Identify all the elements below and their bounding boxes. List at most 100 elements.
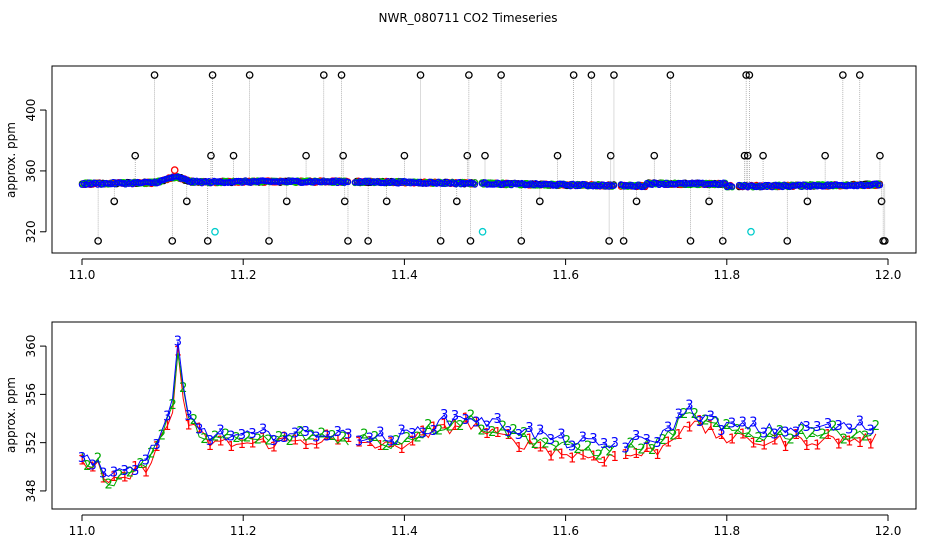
- bottom-series-marker: 3: [344, 427, 352, 442]
- bottom-series-marker: 1: [685, 420, 693, 435]
- bottom-x-tick-label: 11.6: [552, 524, 579, 538]
- bottom-series-marker: 2: [275, 430, 283, 445]
- top-x-tick-label: 11.2: [230, 268, 257, 282]
- top-data-point: [471, 181, 479, 188]
- bottom-series-marker: 3: [643, 433, 651, 448]
- top-data-point: [242, 177, 249, 184]
- top-spike-point: [517, 237, 526, 245]
- bottom-series-marker: 3: [248, 427, 256, 442]
- bottom-series-marker: 3: [824, 417, 832, 432]
- bottom-series-marker: 3: [611, 436, 619, 451]
- bottom-y-tick-label: 352: [24, 431, 38, 454]
- bottom-series-marker: 2: [584, 439, 592, 454]
- bottom-series-marker: 1: [675, 428, 683, 443]
- bottom-series-marker: 1: [653, 448, 661, 463]
- bottom-series-marker: 3: [803, 420, 811, 435]
- bottom-series-marker: 1: [238, 437, 246, 452]
- top-spike-point: [821, 151, 829, 160]
- bottom-series-marker: 3: [387, 434, 395, 449]
- bottom-series-marker: 3: [291, 427, 299, 442]
- bottom-series-marker: 2: [424, 418, 432, 433]
- top-cyan-point: [747, 227, 755, 236]
- top-data-point: [390, 178, 397, 185]
- top-data-point: [122, 181, 129, 188]
- bottom-series-marker: 1: [845, 435, 853, 450]
- bottom-series-marker: 3: [632, 429, 640, 444]
- bottom-series-marker: 3: [834, 419, 842, 434]
- top-spike-point: [587, 71, 596, 79]
- bottom-series-marker: 1: [739, 428, 747, 443]
- bottom-series-marker: 3: [685, 399, 693, 414]
- top-plot-frame: [51, 65, 917, 254]
- bottom-series-marker: 1: [600, 456, 608, 471]
- bottom-series-marker: 3: [280, 431, 288, 446]
- bottom-series-marker: 3: [461, 413, 469, 428]
- top-spike-point: [400, 151, 409, 160]
- bottom-series-marker: 1: [120, 470, 128, 485]
- bottom-series-marker: 3: [760, 427, 768, 442]
- top-outlier-point: [170, 166, 179, 175]
- bottom-series-marker: 3: [621, 441, 629, 456]
- bottom-series-marker: 2: [243, 431, 251, 446]
- bottom-series-marker: 3: [557, 427, 565, 442]
- bottom-series-marker: 1: [568, 451, 576, 466]
- top-spike-point: [666, 71, 675, 79]
- bottom-series-marker: 3: [302, 425, 310, 440]
- top-spike-point: [245, 71, 254, 79]
- bottom-series-marker: 3: [504, 425, 512, 440]
- bottom-series-marker: 3: [195, 422, 203, 437]
- top-data-point: [729, 183, 736, 190]
- bottom-plot-frame: [51, 321, 917, 510]
- bottom-series-marker: 3: [398, 423, 406, 438]
- top-y-tick-label: 320: [24, 220, 38, 243]
- bottom-series-marker: 2: [307, 429, 315, 444]
- top-spike-point: [465, 71, 473, 79]
- top-x-tick-label: 11.8: [713, 268, 740, 282]
- bottom-series-marker: 1: [664, 436, 672, 451]
- bottom-series-marker: 1: [302, 438, 310, 453]
- top-spike-point: [203, 237, 212, 245]
- bottom-series-marker: 1: [430, 420, 438, 435]
- bottom-series-marker: 2: [264, 434, 272, 449]
- bottom-series-marker: 3: [408, 427, 416, 442]
- bottom-series-marker: 2: [477, 423, 485, 438]
- bottom-series-marker: 3: [334, 425, 342, 440]
- bottom-series-marker: 3: [227, 430, 235, 445]
- bottom-series-marker: 1: [771, 434, 779, 449]
- bottom-series-marker: 2: [488, 425, 496, 440]
- bottom-series-marker: 3: [845, 422, 853, 437]
- top-data-point: [344, 178, 352, 186]
- top-spike-point: [855, 71, 864, 79]
- bottom-series-marker: 1: [184, 418, 192, 433]
- bottom-series-marker: 3: [707, 409, 715, 424]
- bottom-series-marker: 3: [653, 436, 661, 451]
- bottom-series-marker: 2: [595, 449, 603, 464]
- bottom-series-marker: 3: [749, 416, 757, 431]
- bottom-series-marker: 3: [472, 416, 480, 431]
- bottom-series-marker: 1: [78, 453, 86, 468]
- bottom-series-line: [81, 352, 349, 487]
- top-data-point: [402, 178, 409, 185]
- bottom-series-line: [358, 414, 616, 449]
- bottom-series-marker: 1: [707, 419, 715, 434]
- top-spike-point: [416, 71, 425, 79]
- bottom-series-marker: 3: [323, 430, 331, 445]
- top-data-point: [600, 181, 607, 188]
- top-spike-point: [364, 237, 372, 245]
- top-spike-point: [605, 237, 613, 245]
- top-spike-point: [803, 197, 812, 206]
- top-spike-point: [150, 71, 159, 79]
- top-data-point: [876, 181, 884, 189]
- bottom-series-marker: 1: [749, 437, 757, 452]
- bottom-series-marker: 2: [627, 436, 635, 451]
- bottom-series-line: [625, 420, 877, 457]
- bottom-series-line: [358, 414, 616, 457]
- top-spike-point: [839, 71, 847, 79]
- bottom-series-marker: 1: [451, 419, 459, 434]
- bottom-y-tick-label: 356: [24, 383, 38, 406]
- bottom-series-marker: 1: [856, 436, 864, 451]
- bottom-series-marker: 2: [744, 426, 752, 441]
- bottom-series-marker: 1: [398, 442, 406, 457]
- bottom-series-marker: 3: [792, 425, 800, 440]
